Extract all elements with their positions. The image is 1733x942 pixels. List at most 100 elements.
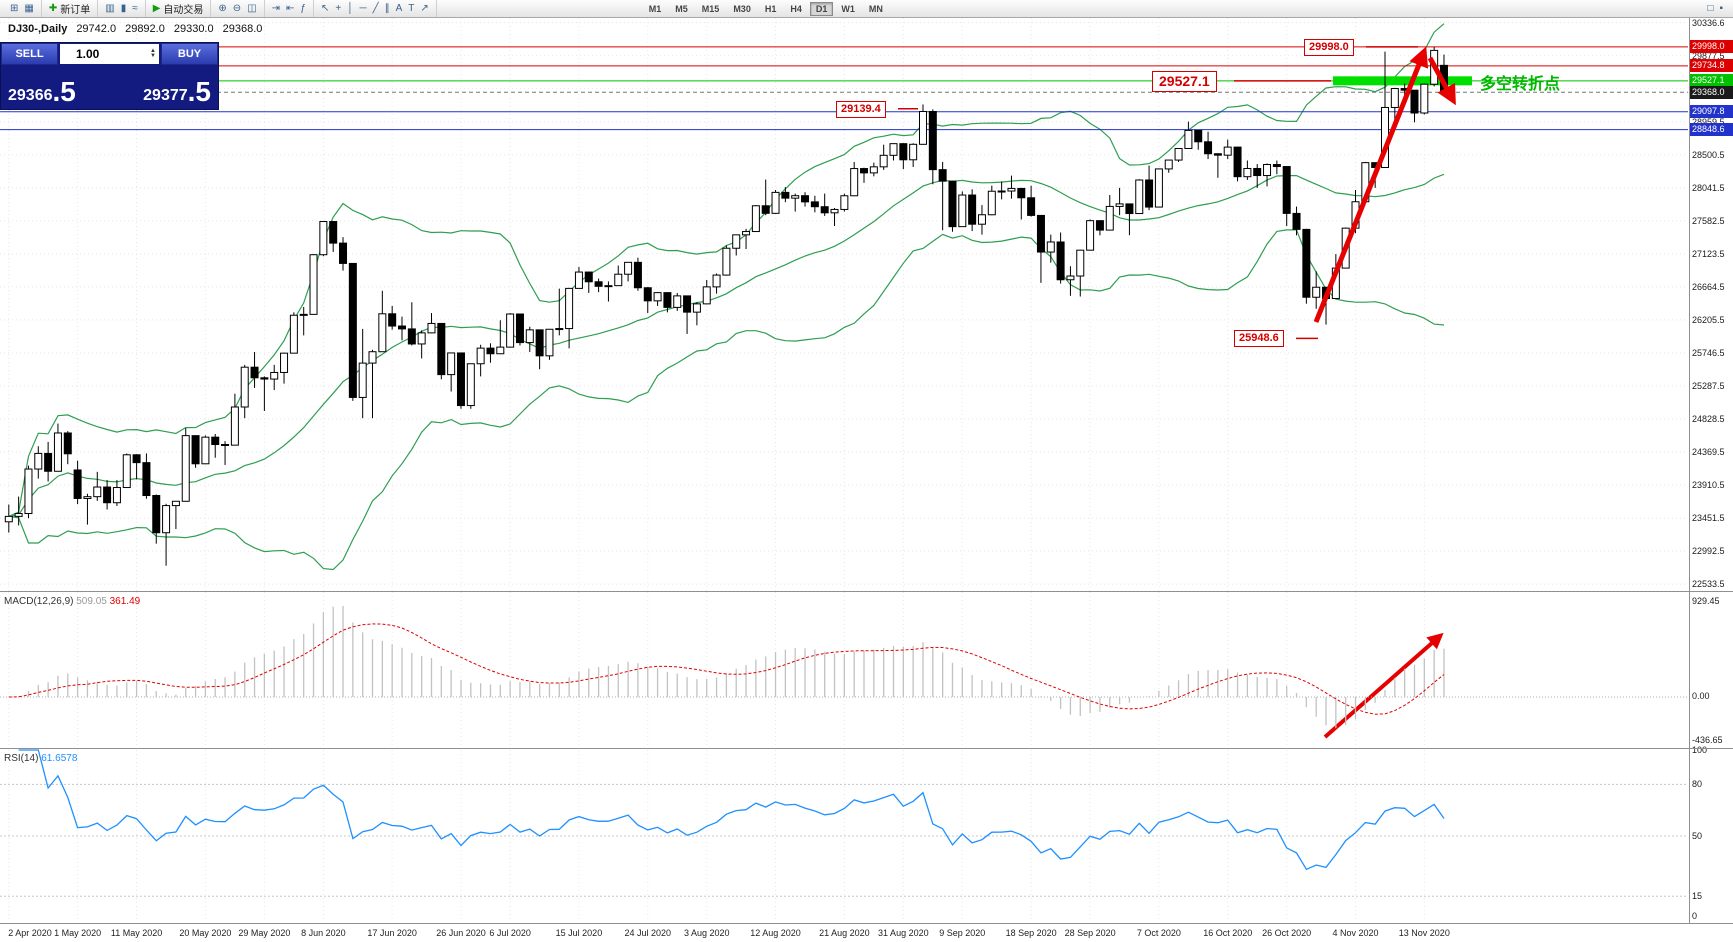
candle [1272, 164, 1281, 168]
text-icon[interactable]: A [393, 1, 406, 17]
timeframe-d1[interactable]: D1 [809, 1, 834, 16]
sell-button[interactable]: SELL [1, 43, 58, 65]
candle [506, 313, 515, 348]
crosshair-icon[interactable]: + [332, 1, 344, 17]
candle [299, 313, 308, 316]
candle [1243, 167, 1252, 178]
candle [230, 406, 239, 446]
trendline-icon-glyph: ╱ [372, 2, 379, 14]
timeframe-mn[interactable]: MN [868, 3, 883, 14]
candle [221, 443, 230, 446]
auto-scroll-icon[interactable]: ⇥ [269, 1, 283, 17]
trendline-icon[interactable]: ╱ [370, 1, 382, 17]
timeframe-h4[interactable]: H4 [790, 3, 802, 14]
window-layout-icon-glyph: □ [1707, 2, 1714, 14]
candle [407, 328, 416, 345]
line-chart-icon-glyph: ≈ [132, 2, 138, 14]
candle [171, 500, 180, 507]
ask-main-digits: 29377 [143, 87, 188, 104]
candle [830, 208, 839, 214]
candle [594, 281, 603, 287]
panel-splitter-rsi[interactable] [0, 748, 1733, 749]
bar-chart-icon[interactable]: ▥ [102, 1, 117, 17]
candle [584, 271, 593, 283]
candle [368, 351, 377, 364]
indicators-icon[interactable]: ƒ [297, 1, 309, 17]
label-icon[interactable]: T [405, 1, 417, 17]
candle [496, 346, 505, 355]
horizontal-line-icon[interactable]: ─ [356, 1, 369, 17]
crosshair-icon-glyph: + [335, 2, 342, 14]
candle [1174, 147, 1183, 161]
autotrading-button[interactable]: ▶ 自动交易 [150, 1, 207, 17]
timeframe-m30[interactable]: M30 [733, 3, 751, 14]
spinner-up-icon[interactable]: ▲ [150, 48, 156, 54]
candle [683, 295, 692, 313]
zoom-out-icon[interactable]: ⊖ [230, 1, 244, 17]
candle [1410, 89, 1419, 114]
line-chart-icon[interactable]: ≈ [129, 1, 141, 17]
arrows-icon[interactable]: ↗ [417, 1, 431, 17]
candle [712, 274, 721, 288]
zoom-in-icon[interactable]: ⊕ [215, 1, 229, 17]
candle [1390, 88, 1399, 108]
candle [309, 254, 318, 315]
macd-signal-line [8, 623, 1445, 715]
chart-profiles-icon[interactable]: ▦ [21, 1, 36, 17]
spinner-down-icon[interactable]: ▼ [150, 53, 156, 59]
candle [702, 286, 711, 305]
candle [1125, 203, 1134, 215]
docking-icon[interactable]: ▪ [1716, 1, 1726, 17]
timeframe-m1[interactable]: M1 [648, 3, 662, 14]
timeframe-m15[interactable]: M15 [701, 3, 720, 14]
channel-icon[interactable]: ∥ [382, 1, 393, 17]
candle [987, 190, 996, 216]
new-chart-icon[interactable]: ⊞ [7, 1, 21, 17]
panel-splitter-macd[interactable] [0, 591, 1733, 592]
candle [653, 292, 662, 302]
candle [1115, 203, 1124, 207]
candle [112, 487, 121, 504]
candle [810, 201, 819, 208]
candle [771, 191, 780, 214]
vertical-line-icon[interactable]: │ [344, 1, 356, 17]
candle [1154, 168, 1163, 208]
candle [1194, 129, 1203, 143]
arrows-icon-glyph: ↗ [420, 2, 429, 14]
candle [1282, 166, 1291, 214]
chart-shift-icon-glyph: ⇤ [286, 2, 295, 14]
volume-input[interactable]: 1.00 ▲ ▼ [60, 44, 159, 64]
tile-windows-icon[interactable]: ◫ [244, 1, 259, 17]
timeframe-w1[interactable]: W1 [841, 3, 855, 14]
new-order-button[interactable]: ✚ 新订单 [46, 1, 93, 17]
candle [742, 231, 751, 236]
ohlc-low: 29330.0 [173, 23, 214, 35]
timeframe-m5[interactable]: M5 [675, 3, 688, 14]
bid-price: 29366.5 [8, 65, 76, 111]
candle [1263, 164, 1272, 177]
bid-main-digits: 29366 [8, 87, 53, 104]
candle [34, 452, 43, 470]
candlestick-chart-icon[interactable]: ▮ [118, 1, 130, 17]
candle [456, 352, 465, 407]
buy-button[interactable]: BUY [161, 43, 218, 65]
candle [1253, 167, 1262, 177]
ohlc-open: 29742.0 [76, 23, 117, 35]
candle [889, 143, 898, 156]
cursor-icon[interactable]: ↖ [318, 1, 332, 17]
candle [801, 195, 810, 203]
new-order-button-glyph: ✚ [48, 2, 58, 14]
candle [162, 505, 171, 534]
candle [791, 195, 800, 199]
chart-shift-icon[interactable]: ⇤ [283, 1, 297, 17]
candle [751, 205, 760, 233]
volume-spinner[interactable]: ▲ ▼ [150, 48, 156, 59]
candle [398, 325, 406, 330]
bar-chart-icon-glyph: ▥ [105, 2, 115, 14]
cursor-icon-glyph: ↖ [320, 2, 330, 14]
timeframe-h1[interactable]: H1 [764, 3, 777, 14]
bollinger-band [8, 173, 1445, 517]
candle [1135, 179, 1144, 215]
window-layout-icon[interactable]: □ [1704, 1, 1716, 17]
